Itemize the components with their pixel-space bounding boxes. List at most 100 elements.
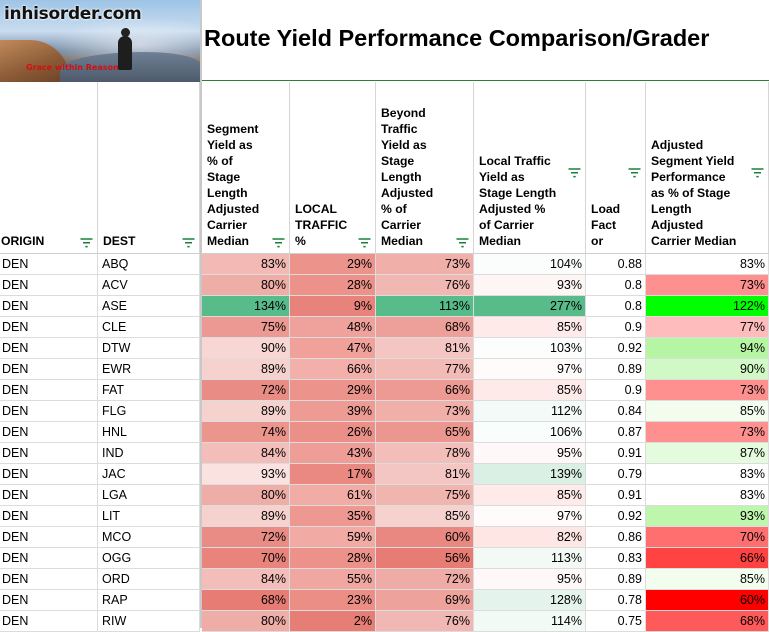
cell-load-factor[interactable]: 0.84 — [586, 401, 646, 422]
cell-load-factor[interactable]: 0.92 — [586, 338, 646, 359]
cell-local-traffic[interactable]: 2% — [290, 611, 376, 632]
cell-beyond-yield[interactable]: 65% — [376, 422, 474, 443]
cell-beyond-yield[interactable]: 72% — [376, 569, 474, 590]
cell-segment-yield[interactable]: 93% — [202, 464, 290, 485]
cell-load-factor[interactable]: 0.91 — [586, 485, 646, 506]
cell-origin[interactable]: DEN — [0, 611, 98, 632]
cell-local-yield[interactable]: 128% — [474, 590, 586, 611]
cell-dest[interactable]: IND — [98, 443, 200, 464]
cell-origin[interactable]: DEN — [0, 485, 98, 506]
cell-load-factor[interactable]: 0.79 — [586, 464, 646, 485]
header-adjusted-perf[interactable]: Adjusted Segment Yield Performance as % of … — [646, 82, 769, 254]
frozen-column-divider[interactable] — [200, 0, 202, 628]
cell-segment-yield[interactable]: 134% — [202, 296, 290, 317]
cell-dest[interactable]: OGG — [98, 548, 200, 569]
cell-local-traffic[interactable]: 28% — [290, 548, 376, 569]
header-beyond-yield[interactable]: Beyond Traffic Yield as Stage Length Adjusted… — [376, 82, 474, 254]
cell-adjusted-perf[interactable]: 122% — [646, 296, 769, 317]
cell-local-yield[interactable]: 97% — [474, 359, 586, 380]
cell-beyond-yield[interactable]: 76% — [376, 275, 474, 296]
cell-local-yield[interactable]: 85% — [474, 317, 586, 338]
cell-dest[interactable]: EWR — [98, 359, 200, 380]
cell-adjusted-perf[interactable]: 85% — [646, 569, 769, 590]
cell-segment-yield[interactable]: 80% — [202, 485, 290, 506]
cell-local-traffic[interactable]: 61% — [290, 485, 376, 506]
filter-icon[interactable] — [182, 238, 195, 248]
cell-adjusted-perf[interactable]: 73% — [646, 275, 769, 296]
cell-segment-yield[interactable]: 89% — [202, 359, 290, 380]
cell-beyond-yield[interactable]: 69% — [376, 590, 474, 611]
cell-dest[interactable]: CLE — [98, 317, 200, 338]
cell-load-factor[interactable]: 0.89 — [586, 569, 646, 590]
filter-icon[interactable] — [272, 238, 285, 248]
cell-segment-yield[interactable]: 84% — [202, 569, 290, 590]
cell-load-factor[interactable]: 0.78 — [586, 590, 646, 611]
filter-icon[interactable] — [751, 168, 764, 178]
cell-local-yield[interactable]: 114% — [474, 611, 586, 632]
cell-segment-yield[interactable]: 89% — [202, 506, 290, 527]
filter-icon[interactable] — [358, 238, 371, 248]
cell-origin[interactable]: DEN — [0, 254, 98, 275]
filter-icon[interactable] — [80, 238, 93, 248]
cell-load-factor[interactable]: 0.8 — [586, 275, 646, 296]
cell-dest[interactable]: LIT — [98, 506, 200, 527]
cell-dest[interactable]: JAC — [98, 464, 200, 485]
cell-segment-yield[interactable]: 74% — [202, 422, 290, 443]
cell-adjusted-perf[interactable]: 90% — [646, 359, 769, 380]
cell-local-yield[interactable]: 106% — [474, 422, 586, 443]
header-dest[interactable]: DEST — [98, 82, 200, 254]
cell-adjusted-perf[interactable]: 66% — [646, 548, 769, 569]
cell-origin[interactable]: DEN — [0, 569, 98, 590]
cell-load-factor[interactable]: 0.9 — [586, 380, 646, 401]
cell-dest[interactable]: FLG — [98, 401, 200, 422]
cell-local-yield[interactable]: 95% — [474, 569, 586, 590]
cell-segment-yield[interactable]: 75% — [202, 317, 290, 338]
cell-local-traffic[interactable]: 43% — [290, 443, 376, 464]
cell-local-traffic[interactable]: 59% — [290, 527, 376, 548]
cell-local-yield[interactable]: 85% — [474, 380, 586, 401]
cell-adjusted-perf[interactable]: 83% — [646, 464, 769, 485]
cell-beyond-yield[interactable]: 76% — [376, 611, 474, 632]
cell-dest[interactable]: RAP — [98, 590, 200, 611]
cell-origin[interactable]: DEN — [0, 443, 98, 464]
cell-load-factor[interactable]: 0.8 — [586, 296, 646, 317]
cell-load-factor[interactable]: 0.91 — [586, 443, 646, 464]
cell-local-traffic[interactable]: 28% — [290, 275, 376, 296]
cell-adjusted-perf[interactable]: 93% — [646, 506, 769, 527]
cell-segment-yield[interactable]: 89% — [202, 401, 290, 422]
cell-local-traffic[interactable]: 39% — [290, 401, 376, 422]
cell-local-traffic[interactable]: 35% — [290, 506, 376, 527]
cell-origin[interactable]: DEN — [0, 359, 98, 380]
cell-local-traffic[interactable]: 66% — [290, 359, 376, 380]
cell-segment-yield[interactable]: 84% — [202, 443, 290, 464]
cell-dest[interactable]: HNL — [98, 422, 200, 443]
header-local-yield[interactable]: Local Traffic Yield as Stage Length Adjuste… — [474, 82, 586, 254]
header-local-traffic[interactable]: LOCAL TRAFFIC% — [290, 82, 376, 254]
cell-adjusted-perf[interactable]: 73% — [646, 422, 769, 443]
cell-local-yield[interactable]: 139% — [474, 464, 586, 485]
cell-adjusted-perf[interactable]: 70% — [646, 527, 769, 548]
cell-local-yield[interactable]: 277% — [474, 296, 586, 317]
cell-local-yield[interactable]: 95% — [474, 443, 586, 464]
cell-segment-yield[interactable]: 68% — [202, 590, 290, 611]
cell-origin[interactable]: DEN — [0, 275, 98, 296]
cell-origin[interactable]: DEN — [0, 506, 98, 527]
cell-origin[interactable]: DEN — [0, 380, 98, 401]
cell-dest[interactable]: ABQ — [98, 254, 200, 275]
cell-load-factor[interactable]: 0.86 — [586, 527, 646, 548]
cell-adjusted-perf[interactable]: 68% — [646, 611, 769, 632]
cell-beyond-yield[interactable]: 68% — [376, 317, 474, 338]
cell-load-factor[interactable]: 0.75 — [586, 611, 646, 632]
cell-local-yield[interactable]: 113% — [474, 548, 586, 569]
cell-segment-yield[interactable]: 70% — [202, 548, 290, 569]
cell-local-yield[interactable]: 112% — [474, 401, 586, 422]
cell-segment-yield[interactable]: 90% — [202, 338, 290, 359]
cell-dest[interactable]: RIW — [98, 611, 200, 632]
cell-local-traffic[interactable]: 47% — [290, 338, 376, 359]
cell-load-factor[interactable]: 0.9 — [586, 317, 646, 338]
cell-local-yield[interactable]: 82% — [474, 527, 586, 548]
cell-dest[interactable]: FAT — [98, 380, 200, 401]
cell-origin[interactable]: DEN — [0, 527, 98, 548]
cell-adjusted-perf[interactable]: 83% — [646, 254, 769, 275]
cell-origin[interactable]: DEN — [0, 464, 98, 485]
